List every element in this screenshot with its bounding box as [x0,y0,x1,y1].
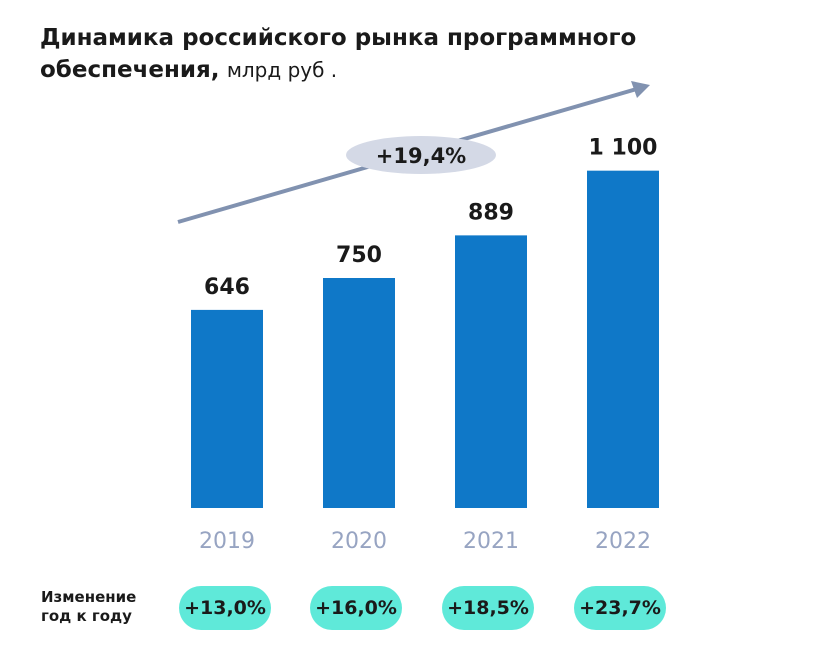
yoy-pill-2022: +23,7% [574,586,666,630]
trend-annotation-text: +19,4% [376,144,466,168]
bar-2021 [455,235,527,508]
bar-2020 [323,278,395,508]
chart-title: Динамика российского рынка программного … [40,22,680,86]
chart-title-unit: млрд руб . [226,58,338,82]
x-tick-2020: 2020 [331,529,387,554]
yoy-pill-2021: +18,5% [442,586,534,630]
trend-arrow-head [631,81,650,98]
yoy-label-line1: Изменение [41,588,137,606]
data-label-2019: 646 [204,275,250,300]
x-tick-2022: 2022 [595,529,651,554]
data-label-2020: 750 [336,243,382,268]
bar-2019 [191,309,263,508]
data-label-2021: 889 [468,200,514,225]
yoy-label: Изменение год к году [41,588,181,626]
bar-2022 [587,170,659,508]
trend-annotation-badge [346,136,496,174]
yoy-label-line2: год к году [41,607,132,625]
yoy-pill-2019: +13,0% [179,586,271,630]
bar-chart: +19,4% 646 2019 750 2020 889 2021 1 100 2022 [177,81,659,554]
yoy-pill-2020: +16,0% [310,586,402,630]
x-tick-2019: 2019 [199,529,255,554]
x-tick-2021: 2021 [463,529,519,554]
data-label-2022: 1 100 [589,136,658,161]
chart-title-main: Динамика российского рынка программного … [40,25,637,83]
